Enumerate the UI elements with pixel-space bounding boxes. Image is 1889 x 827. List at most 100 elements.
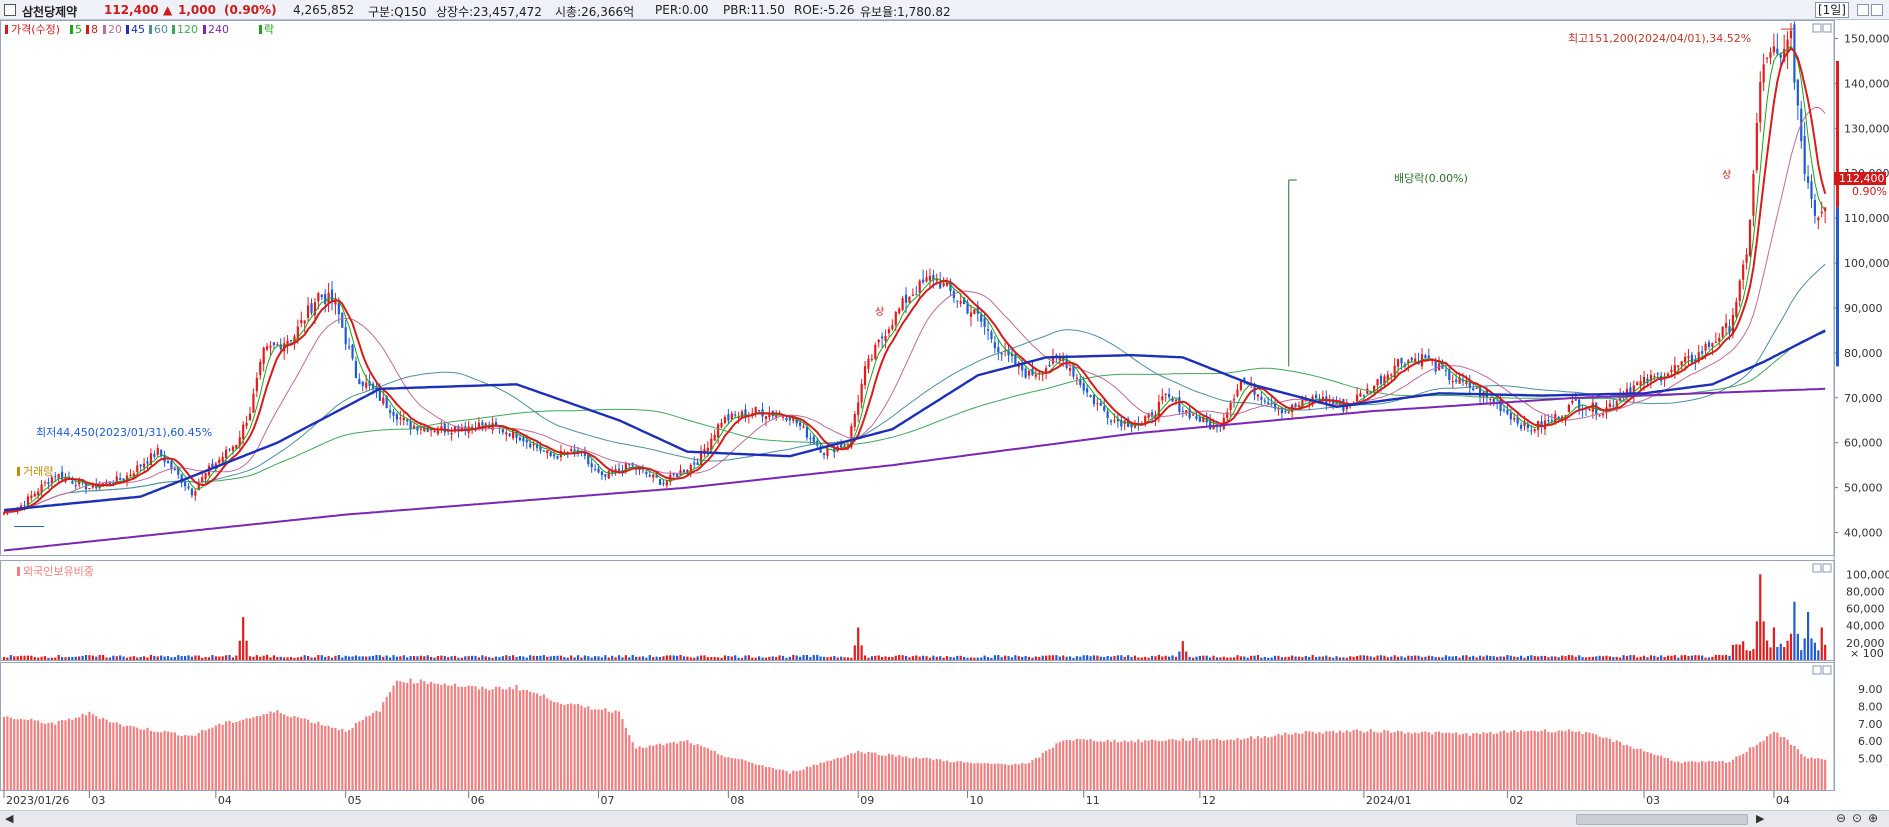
volume-bar	[1168, 656, 1171, 660]
volume-bar	[1718, 654, 1721, 660]
candle-body	[1608, 403, 1612, 408]
foreign-bar	[1222, 740, 1225, 790]
foreign-bar	[1690, 761, 1694, 790]
foreign-bar	[1092, 740, 1096, 790]
foreign-bar	[1075, 738, 1078, 790]
candle-body	[1209, 420, 1212, 429]
candle-body	[1540, 421, 1543, 427]
foreign-bar	[419, 679, 422, 790]
foreign-bar	[853, 753, 856, 790]
candle-body	[501, 429, 504, 433]
period-selector[interactable]: [1일]	[1814, 2, 1849, 18]
candle-body	[1045, 368, 1048, 374]
stock-name[interactable]: 삼천당제약	[22, 5, 78, 19]
volume-bar	[1824, 644, 1827, 660]
candle-body	[1109, 420, 1113, 423]
volume-bar	[635, 656, 638, 660]
foreign-bar	[795, 771, 798, 790]
candle-body	[1444, 370, 1447, 372]
foreign-bar	[180, 736, 183, 790]
foreign-bar	[771, 767, 774, 790]
volume-bar	[1311, 654, 1314, 660]
candle-body	[857, 402, 860, 416]
volume-bar	[98, 654, 101, 660]
foreign-bar	[1574, 731, 1577, 790]
candle-body	[512, 429, 515, 439]
chart-canvas[interactable]: 40,00050,00060,00070,00080,00090,000100,…	[0, 20, 1889, 810]
foreign-bar	[1721, 761, 1724, 790]
foreign-bar	[1776, 732, 1779, 790]
zoom-in-icon[interactable]: ⊕	[1868, 811, 1879, 825]
candle-body	[587, 453, 590, 464]
foreign-bar	[1646, 752, 1649, 790]
volume-bar	[177, 655, 180, 660]
date-axis-label: 03	[91, 794, 105, 807]
candle-body	[532, 444, 535, 446]
foreign-bar	[163, 730, 166, 790]
candle-body	[1772, 46, 1776, 53]
volume-bar	[1427, 655, 1430, 660]
candle-body	[1376, 379, 1379, 386]
foreign-bar	[658, 743, 662, 790]
volume-bar	[1147, 657, 1150, 660]
ma20-line	[3, 106, 1826, 513]
candle-body	[33, 493, 36, 497]
foreign-bar	[47, 723, 50, 790]
foreign-bar	[1506, 732, 1509, 790]
scroll-right-arrow-icon[interactable]: ▶	[1756, 812, 1765, 825]
minimize-button[interactable]	[1857, 4, 1869, 16]
zoom-reset-icon[interactable]: ⊙	[1852, 811, 1863, 825]
zoom-out-icon[interactable]: ⊖	[1836, 811, 1847, 825]
foreign-bar	[1133, 742, 1137, 790]
volume-bar	[385, 655, 388, 660]
select-checkbox[interactable]	[4, 4, 16, 16]
volume-bar	[785, 657, 788, 660]
candle-body	[904, 294, 908, 303]
foreign-bar	[324, 725, 327, 790]
foreign-bar	[1048, 749, 1051, 790]
candle-body	[1598, 415, 1601, 417]
foreign-bar	[409, 678, 412, 790]
volume-bar	[1297, 656, 1301, 660]
volume-bar	[1588, 656, 1591, 660]
price-axis-tick: 60,000	[1844, 437, 1883, 450]
volume-bar	[1321, 656, 1324, 660]
candle-body	[1560, 416, 1564, 420]
foreign-bar	[1215, 738, 1219, 790]
scroll-thumb[interactable]	[1576, 814, 1748, 825]
candle-body	[1642, 376, 1646, 384]
volume-bar	[1437, 657, 1441, 660]
foreign-bar	[1687, 761, 1690, 790]
scroll-left-arrow-icon[interactable]: ◀	[5, 812, 14, 825]
volume-bar	[1123, 656, 1126, 660]
volume-bar	[293, 657, 296, 660]
foreign-bar	[37, 720, 40, 790]
foreign-bar	[662, 745, 665, 790]
foreign-bar	[775, 769, 778, 790]
foreign-bar	[1414, 732, 1417, 790]
candle-body	[1718, 337, 1721, 342]
volume-bar	[662, 656, 665, 660]
volume-bar	[371, 655, 375, 660]
candle-body	[375, 386, 378, 391]
volume-bar	[1711, 656, 1714, 660]
candle-body	[1082, 383, 1085, 391]
candle-body	[190, 488, 194, 496]
volume-bar	[91, 655, 94, 660]
volume-bar	[597, 656, 600, 660]
foreign-bar	[1475, 732, 1478, 790]
close-button[interactable]	[1871, 4, 1883, 16]
volume-bar	[1328, 657, 1331, 660]
candle-body	[1133, 425, 1137, 428]
foreign-bar	[829, 760, 832, 790]
foreign-bar	[1499, 731, 1502, 790]
volume-bar	[101, 654, 105, 660]
candle-body	[245, 422, 248, 426]
volume-bar	[279, 656, 282, 660]
candle-body	[891, 325, 894, 329]
candle-body	[1079, 378, 1082, 385]
foreign-bar	[1670, 760, 1673, 790]
candle-body	[47, 481, 50, 484]
horizontal-scrollbar[interactable]: ◀ ▶ ⊖ ⊙ ⊕	[0, 810, 1889, 827]
volume-bar	[1099, 656, 1102, 660]
